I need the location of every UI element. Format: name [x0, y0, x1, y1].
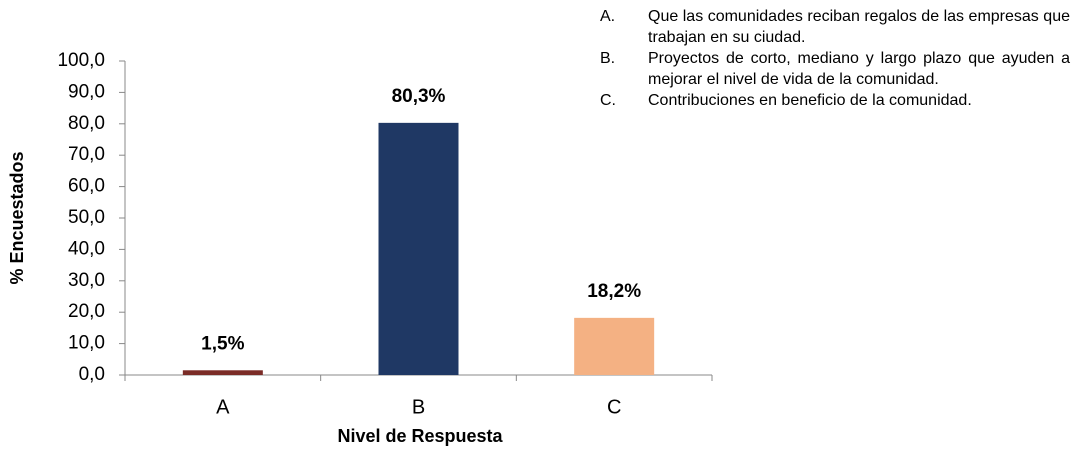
- x-tick-label: A: [216, 396, 230, 418]
- annotation-text: Proyectos de corto, mediano y largo plaz…: [648, 50, 1070, 88]
- y-tick-label: 70,0: [68, 144, 105, 165]
- y-tick-label: 60,0: [68, 176, 105, 197]
- y-tick-label: 100,0: [57, 50, 105, 71]
- bar: [574, 317, 655, 375]
- y-tick-label: 80,0: [68, 113, 105, 134]
- annotation-marker: A.: [600, 8, 616, 25]
- x-tick-label: C: [607, 396, 621, 418]
- y-tick-label: 0,0: [79, 364, 105, 385]
- data-label: 1,5%: [201, 333, 244, 354]
- annotation-text: Contribuciones en beneficio de la comuni…: [648, 92, 972, 109]
- y-tick-label: 90,0: [68, 81, 105, 102]
- data-label: 18,2%: [587, 281, 641, 302]
- annotation-item: A. Que las comunidades reciban regalos de…: [600, 6, 1070, 48]
- annotation-item: C. Contribuciones en beneficio de la comu…: [600, 90, 1070, 111]
- x-axis-title: Nivel de Respuesta: [337, 426, 503, 446]
- annotation-list: A. Que las comunidades reciban regalos de…: [600, 6, 1070, 111]
- y-tick-label: 30,0: [68, 270, 105, 291]
- annotation-marker: B.: [600, 50, 616, 67]
- y-tick-label: 40,0: [68, 238, 105, 259]
- data-label: 80,3%: [392, 86, 446, 107]
- bar: [182, 370, 263, 375]
- y-tick-label: 10,0: [68, 333, 105, 354]
- y-tick-label: 20,0: [68, 301, 105, 322]
- bar: [378, 122, 459, 375]
- annotation-marker: C.: [600, 92, 616, 109]
- annotation-item: B. Proyectos de corto, mediano y largo pl…: [600, 48, 1070, 90]
- y-tick-label: 50,0: [68, 207, 105, 228]
- annotation-text: Que las comunidades reciban regalos de l…: [648, 8, 1070, 46]
- y-axis-title: % Encuestados: [7, 151, 27, 284]
- x-tick-label: B: [412, 396, 425, 418]
